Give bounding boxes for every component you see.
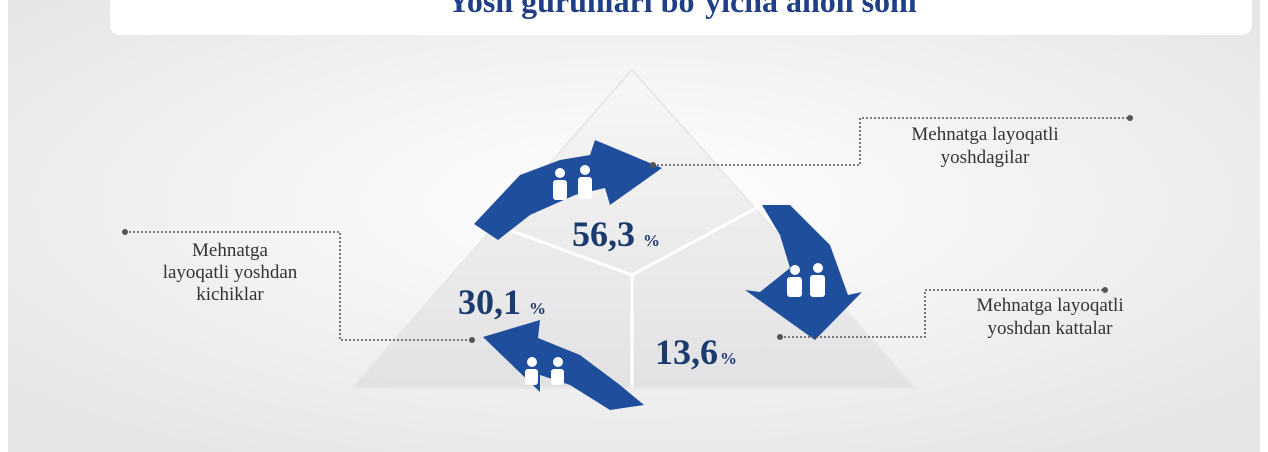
- segment-label: yoshdan kattalar: [987, 318, 1113, 339]
- callouts: [122, 115, 1133, 343]
- leader-line: [125, 231, 472, 341]
- segment-label: layoqatli yoshdan: [163, 262, 298, 283]
- segment-label: Mehnatga layoqatli: [976, 295, 1123, 316]
- title-bar: [110, 0, 1252, 35]
- segment-label: Mehnatga: [192, 240, 269, 261]
- icons: [525, 165, 825, 385]
- arrows: [474, 140, 862, 410]
- segment-label: Mehnatga layoqatli: [911, 124, 1058, 145]
- arrow: [474, 140, 662, 240]
- segment-label: kichiklar: [196, 284, 264, 305]
- arrow: [483, 320, 644, 410]
- leader-line: [780, 289, 1105, 338]
- leader-line: [653, 117, 1130, 166]
- segment-value: 56,3%: [572, 214, 660, 254]
- title: Yosh guruhlari bo`yicha aholi soni: [447, 0, 917, 19]
- segment-value: 30,1%: [458, 282, 546, 322]
- segment-label: yoshdagilar: [941, 147, 1030, 168]
- arrow: [745, 205, 862, 340]
- segment-value: 13,6%: [655, 332, 737, 372]
